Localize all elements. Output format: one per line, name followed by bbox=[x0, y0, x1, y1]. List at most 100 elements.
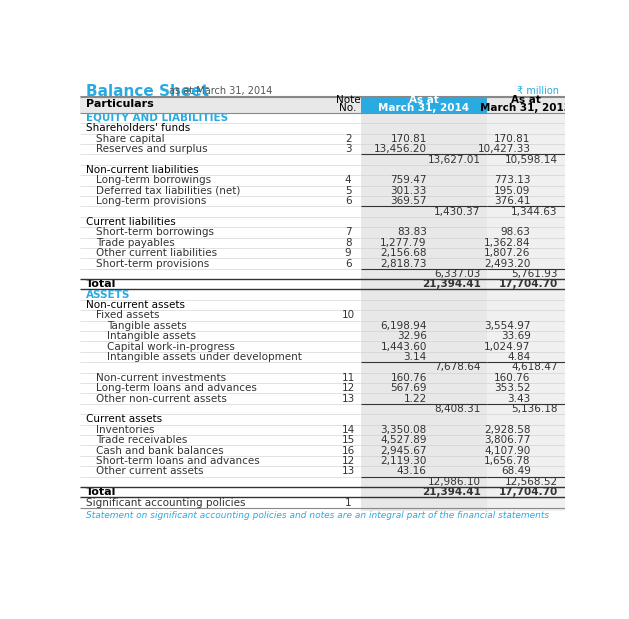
Text: 21,394.41: 21,394.41 bbox=[421, 487, 481, 497]
Text: 68.49: 68.49 bbox=[501, 466, 531, 477]
Text: 1,443.60: 1,443.60 bbox=[381, 342, 426, 352]
Text: 13,456.20: 13,456.20 bbox=[374, 144, 426, 154]
Text: Particulars: Particulars bbox=[86, 99, 153, 110]
Text: March 31, 2013: March 31, 2013 bbox=[480, 103, 571, 113]
Text: 1.22: 1.22 bbox=[403, 394, 426, 404]
Text: 2,119.30: 2,119.30 bbox=[381, 456, 426, 466]
Text: 4: 4 bbox=[345, 175, 352, 185]
Text: Cash and bank balances: Cash and bank balances bbox=[96, 446, 224, 456]
Text: As at: As at bbox=[511, 95, 540, 105]
Text: 170.81: 170.81 bbox=[494, 134, 531, 144]
Text: 9: 9 bbox=[345, 248, 352, 258]
Text: 376.41: 376.41 bbox=[494, 196, 531, 206]
Text: 170.81: 170.81 bbox=[391, 134, 426, 144]
Text: 2,493.20: 2,493.20 bbox=[484, 259, 531, 269]
Text: 10: 10 bbox=[342, 311, 355, 321]
Text: As at: As at bbox=[409, 95, 439, 105]
Text: Shareholders' funds: Shareholders' funds bbox=[86, 123, 190, 133]
Text: 6: 6 bbox=[345, 196, 352, 206]
Text: 3.14: 3.14 bbox=[403, 352, 426, 362]
Text: Inventories: Inventories bbox=[96, 425, 155, 435]
Text: Non-current assets: Non-current assets bbox=[86, 300, 184, 310]
Text: 5: 5 bbox=[345, 186, 352, 196]
Text: 3,554.97: 3,554.97 bbox=[484, 321, 531, 331]
Text: 2,156.68: 2,156.68 bbox=[380, 248, 426, 258]
Text: 160.76: 160.76 bbox=[494, 373, 531, 383]
Text: Reserves and surplus: Reserves and surplus bbox=[96, 144, 208, 154]
Text: 2,928.58: 2,928.58 bbox=[484, 425, 531, 435]
Text: 1,344.63: 1,344.63 bbox=[511, 207, 557, 217]
Text: Non-current investments: Non-current investments bbox=[96, 373, 226, 383]
Text: 33.69: 33.69 bbox=[501, 331, 531, 341]
Text: 13: 13 bbox=[342, 394, 355, 404]
Text: Total: Total bbox=[86, 279, 116, 289]
Text: Balance Sheet: Balance Sheet bbox=[86, 84, 209, 98]
Text: 160.76: 160.76 bbox=[391, 373, 426, 383]
Text: 17,704.70: 17,704.70 bbox=[498, 487, 557, 497]
Text: Intangible assets under development: Intangible assets under development bbox=[107, 352, 302, 362]
Text: Current liabilities: Current liabilities bbox=[86, 217, 175, 227]
Text: Capital work-in-progress: Capital work-in-progress bbox=[107, 342, 235, 352]
Text: Trade payables: Trade payables bbox=[96, 238, 175, 248]
Text: Long-term borrowings: Long-term borrowings bbox=[96, 175, 211, 185]
Text: 2: 2 bbox=[345, 134, 352, 144]
Text: 14: 14 bbox=[342, 425, 355, 435]
Text: 83.83: 83.83 bbox=[397, 227, 426, 237]
Text: 17,704.70: 17,704.70 bbox=[498, 279, 557, 289]
Bar bbox=[81, 96, 565, 113]
Text: 2,818.73: 2,818.73 bbox=[380, 259, 426, 269]
Text: Other current assets: Other current assets bbox=[96, 466, 204, 477]
Text: Fixed assets: Fixed assets bbox=[96, 311, 160, 321]
Text: 4.84: 4.84 bbox=[508, 352, 531, 362]
Text: 13: 13 bbox=[342, 466, 355, 477]
Text: Trade receivables: Trade receivables bbox=[96, 435, 187, 445]
Bar bbox=[361, 96, 487, 113]
Text: Other non-current assets: Other non-current assets bbox=[96, 394, 227, 404]
Text: 369.57: 369.57 bbox=[390, 196, 426, 206]
Text: Short-term loans and advances: Short-term loans and advances bbox=[96, 456, 260, 466]
Text: 4,527.89: 4,527.89 bbox=[380, 435, 426, 445]
Text: Tangible assets: Tangible assets bbox=[107, 321, 187, 331]
Text: ₹ million: ₹ million bbox=[517, 86, 559, 96]
Text: 3: 3 bbox=[345, 144, 352, 154]
Text: 43.16: 43.16 bbox=[397, 466, 426, 477]
Text: Short-term provisions: Short-term provisions bbox=[96, 259, 209, 269]
Text: 5,136.18: 5,136.18 bbox=[511, 404, 557, 414]
Text: 353.52: 353.52 bbox=[494, 383, 531, 393]
Text: Short-term borrowings: Short-term borrowings bbox=[96, 227, 214, 237]
Text: March 31, 2014: March 31, 2014 bbox=[379, 103, 470, 113]
Text: No.: No. bbox=[340, 103, 357, 113]
Text: 4,618.47: 4,618.47 bbox=[511, 363, 557, 373]
Text: 1,430.37: 1,430.37 bbox=[434, 207, 481, 217]
Text: Statement on significant accounting policies and notes are an integral part of t: Statement on significant accounting poli… bbox=[86, 511, 548, 520]
Text: 21,394.41: 21,394.41 bbox=[421, 279, 481, 289]
Text: 1,807.26: 1,807.26 bbox=[484, 248, 531, 258]
Text: 3.43: 3.43 bbox=[508, 394, 531, 404]
Text: Long-term loans and advances: Long-term loans and advances bbox=[96, 383, 257, 393]
Text: 1: 1 bbox=[345, 498, 352, 508]
Text: 1,656.78: 1,656.78 bbox=[484, 456, 531, 466]
Text: 195.09: 195.09 bbox=[494, 186, 531, 196]
Bar bbox=[361, 113, 487, 511]
Text: 13,627.01: 13,627.01 bbox=[428, 155, 481, 165]
Text: Intangible assets: Intangible assets bbox=[107, 331, 196, 341]
Text: 8: 8 bbox=[345, 238, 352, 248]
Text: 3,806.77: 3,806.77 bbox=[484, 435, 531, 445]
Text: 4,107.90: 4,107.90 bbox=[484, 446, 531, 456]
Bar bbox=[487, 113, 565, 511]
Text: 1,362.84: 1,362.84 bbox=[484, 238, 531, 248]
Text: 7: 7 bbox=[345, 227, 352, 237]
Text: Total: Total bbox=[86, 487, 116, 497]
Text: 7,678.64: 7,678.64 bbox=[434, 363, 481, 373]
Text: ASSETS: ASSETS bbox=[86, 290, 130, 300]
Text: 10,427.33: 10,427.33 bbox=[477, 144, 531, 154]
Text: 759.47: 759.47 bbox=[390, 175, 426, 185]
Text: 11: 11 bbox=[342, 373, 355, 383]
Text: Deferred tax liabilities (net): Deferred tax liabilities (net) bbox=[96, 186, 241, 196]
Text: 12,568.52: 12,568.52 bbox=[504, 477, 557, 487]
Text: 773.13: 773.13 bbox=[494, 175, 531, 185]
Text: 10,598.14: 10,598.14 bbox=[504, 155, 557, 165]
Text: 12,986.10: 12,986.10 bbox=[428, 477, 481, 487]
Text: 16: 16 bbox=[342, 446, 355, 456]
Text: Current assets: Current assets bbox=[86, 415, 162, 425]
